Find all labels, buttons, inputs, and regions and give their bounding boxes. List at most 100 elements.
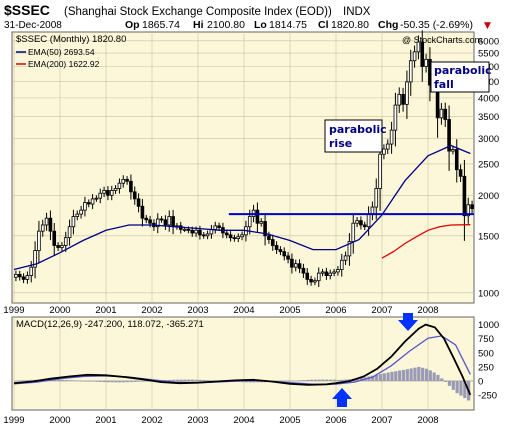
macd-histogram-bar: [424, 368, 429, 381]
macd-histogram-bar: [355, 378, 360, 381]
price-x-axis: 1999 2000 2001 2002 2003 2004 2005 2006 2007 2008: [3, 305, 438, 316]
macd-histogram-bar: [106, 380, 110, 383]
candle: [412, 45, 417, 68]
candle: [458, 164, 463, 182]
macd-histogram-bar: [390, 371, 394, 381]
macd-histogram-bar: [72, 380, 76, 381]
macd-histogram-bar: [83, 380, 87, 382]
macd-x-tick: 1999: [3, 415, 24, 426]
candle: [144, 214, 149, 224]
macd-histogram-bar: [329, 379, 333, 381]
macd-histogram-bar: [378, 374, 383, 381]
candle: [125, 176, 129, 185]
price-y-tick: 6000: [478, 36, 499, 47]
macd-histogram-bar: [194, 379, 199, 381]
candle: [132, 186, 137, 205]
candle: [443, 102, 448, 128]
macd-histogram-bar: [428, 370, 432, 381]
candle: [14, 270, 18, 282]
candle: [224, 229, 229, 239]
candle: [339, 253, 344, 277]
macd-histogram-bar: [421, 367, 425, 381]
macd-histogram-bar: [375, 374, 379, 381]
candle: [362, 221, 367, 231]
candle: [420, 30, 425, 82]
arrow-up-icon: [332, 388, 352, 407]
macd-histogram-bar: [187, 379, 191, 381]
price-x-tick: 2006: [325, 305, 346, 316]
candle: [301, 263, 306, 278]
watermark: @ StockCharts.com: [402, 35, 482, 45]
macd-histogram-bar: [283, 380, 287, 382]
change-down-arrow-icon: ▼: [484, 21, 491, 31]
macd-histogram-bar: [405, 369, 409, 381]
price-grid: [12, 32, 474, 303]
candle: [259, 218, 264, 227]
macd-histogram-bar: [129, 380, 133, 383]
macd-histogram-bar: [202, 380, 206, 381]
candle: [393, 92, 398, 147]
candle: [63, 231, 68, 252]
macd-histogram-bar: [125, 380, 130, 383]
macd-line: [13, 323, 472, 396]
chart-title: (Shanghai Stock Exchange Composite Index…: [64, 6, 332, 18]
candle: [98, 188, 103, 204]
price-y-tick: 2500: [478, 159, 499, 170]
macd-histogram-bar: [286, 380, 291, 382]
change-label: Chg: [378, 19, 398, 31]
legend-price: $SSEC (Monthly) 1820.80: [16, 34, 126, 45]
candle: [324, 267, 329, 280]
macd-histogram-bar: [183, 379, 187, 381]
candle: [286, 252, 290, 264]
macd-histogram-bar: [137, 380, 141, 382]
candle: [44, 212, 49, 231]
price-x-tick: 2000: [49, 305, 70, 316]
macd-series: [13, 323, 472, 401]
macd-histogram-bar: [141, 380, 145, 382]
macd-histogram-bar: [260, 380, 264, 383]
candle: [332, 268, 336, 277]
candle: [94, 195, 99, 202]
candle: [274, 241, 279, 255]
macd-histogram-bar: [79, 380, 84, 382]
candle: [228, 231, 233, 242]
annotation-parabolic-fall: parabolic fall: [430, 61, 492, 93]
annotation-fall-line1: parabolic: [434, 64, 492, 77]
macd-histogram-bar: [436, 374, 440, 381]
macd-histogram-bar: [432, 372, 436, 381]
annotation-rise-line2: rise: [329, 137, 352, 150]
macd-x-tick: 2004: [233, 415, 254, 426]
macd-histogram-bar: [359, 377, 363, 381]
macd-histogram-bar: [256, 380, 260, 383]
macd-histogram-bar: [26, 380, 30, 381]
candle: [355, 217, 359, 228]
candle: [102, 186, 106, 198]
macd-histogram-bar: [321, 379, 325, 381]
macd-histogram-bar: [463, 380, 467, 399]
candle: [359, 216, 363, 230]
candle: [33, 241, 37, 279]
macd-histogram-bar: [145, 380, 149, 382]
candle: [451, 146, 455, 155]
candle: [48, 210, 53, 241]
candle: [282, 247, 287, 261]
candle: [405, 70, 409, 119]
macd-histogram-bar: [447, 380, 452, 386]
price-y-tick: 5500: [478, 49, 499, 60]
candle: [439, 103, 444, 125]
candle: [25, 271, 30, 284]
candle: [347, 233, 352, 266]
candle: [466, 197, 471, 224]
candle: [374, 178, 379, 220]
macd-histogram-bar: [18, 380, 22, 382]
macd-histogram-bar: [306, 379, 310, 381]
macd-histogram-bar: [95, 380, 99, 382]
macd-y-tick: 1000: [478, 320, 499, 331]
ema50-line: [13, 144, 471, 271]
low-label: Lo: [254, 19, 267, 31]
candle: [320, 268, 325, 277]
macd-histogram-bar: [99, 380, 103, 382]
candle: [240, 231, 244, 241]
candle: [454, 139, 459, 183]
candle: [106, 185, 110, 201]
